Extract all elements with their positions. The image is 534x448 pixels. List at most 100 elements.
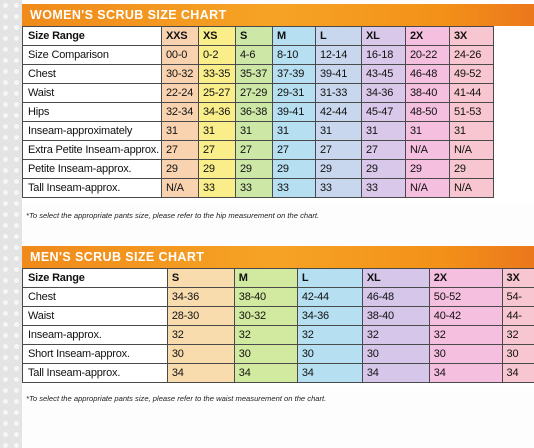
- womens-measure-cell: N/A: [405, 178, 450, 198]
- womens-size-header-cell: XL: [361, 26, 406, 46]
- mens-measure-cell: 32: [166, 325, 235, 345]
- womens-measure-cell: 31: [315, 121, 362, 141]
- womens-measure-cell: 43-45: [361, 64, 406, 84]
- mens-size-header-cell: XL: [361, 268, 430, 288]
- womens-row: Size Comparison 00-0 0-2 4-6 8-10 12-14 16-18 2…: [22, 45, 494, 65]
- womens-measure-cell: 24-26: [449, 45, 494, 65]
- mens-measure-cell: 34: [233, 363, 298, 383]
- womens-measure-cell: 35-37: [235, 64, 273, 84]
- womens-measure-cell: 51-53: [449, 102, 494, 122]
- womens-measure-cell: 29: [198, 159, 236, 179]
- womens-measure-cell: 29: [272, 159, 316, 179]
- womens-measure-cell: 37-39: [272, 64, 316, 84]
- mens-measure-cell: 34: [361, 363, 430, 383]
- womens-measure-cell: 33-35: [198, 64, 236, 84]
- womens-measure-cell: N/A: [405, 140, 450, 160]
- womens-measure-cell: 31: [449, 121, 494, 141]
- mens-measure-cell: 32: [501, 325, 534, 345]
- womens-measure-cell: 4-6: [235, 45, 273, 65]
- mens-measure-cell: 32: [428, 325, 503, 345]
- womens-row-label: Tall Inseam-approx.: [22, 178, 162, 198]
- womens-measure-cell: 34-36: [198, 102, 236, 122]
- mens-size-header-cell: M: [233, 268, 298, 288]
- womens-measure-cell: 31: [161, 121, 199, 141]
- womens-measure-cell: 31: [235, 121, 273, 141]
- womens-measure-cell: 45-47: [361, 102, 406, 122]
- mens-row: Chest 34-36 38-40 42-44 46-48 50-52 54-: [22, 287, 534, 307]
- mens-row-label: Short Inseam-approx.: [22, 344, 168, 364]
- womens-measure-cell: 27: [235, 140, 273, 160]
- womens-measure-cell: 29: [161, 159, 199, 179]
- womens-measure-cell: N/A: [161, 178, 199, 198]
- womens-measure-cell: 41-44: [449, 83, 494, 103]
- womens-size-header-cell: L: [315, 26, 362, 46]
- womens-measure-cell: 33: [198, 178, 236, 198]
- mens-measure-cell: 34-36: [166, 287, 235, 307]
- mens-measure-cell: 30-32: [233, 306, 298, 326]
- mens-measure-cell: 38-40: [233, 287, 298, 307]
- dotted-border-strip: [0, 0, 22, 448]
- womens-measure-cell: 49-52: [449, 64, 494, 84]
- womens-row-label: Waist: [22, 83, 162, 103]
- womens-measure-cell: 27: [315, 140, 362, 160]
- womens-measure-cell: 48-50: [405, 102, 450, 122]
- womens-measure-cell: 33: [361, 178, 406, 198]
- mens-measure-cell: 30: [166, 344, 235, 364]
- womens-row: Size Range XXS XS S M L XL 2X 3X: [22, 26, 494, 46]
- womens-measure-cell: N/A: [449, 140, 494, 160]
- womens-size-chart: WOMEN'S SCRUB SIZE CHART Size Range XXS XS…: [22, 4, 534, 204]
- womens-row: Tall Inseam-approx. N/A 33 33 33 33 33 N/A N/A: [22, 178, 494, 198]
- womens-chart-title: WOMEN'S SCRUB SIZE CHART: [22, 4, 534, 26]
- womens-row-label: Size Comparison: [22, 45, 162, 65]
- womens-measure-cell: 12-14: [315, 45, 362, 65]
- womens-measure-cell: 31: [405, 121, 450, 141]
- womens-row: Petite Inseam-approx. 29 29 29 29 29 29 29 29: [22, 159, 494, 179]
- womens-measure-cell: 31: [198, 121, 236, 141]
- mens-size-chart: MEN'S SCRUB SIZE CHART Size Range S M L XL 2X…: [22, 246, 534, 386]
- womens-measure-cell: 31-33: [315, 83, 362, 103]
- womens-measure-cell: 36-38: [235, 102, 273, 122]
- womens-measure-cell: 33: [272, 178, 316, 198]
- womens-row: Waist 22-24 25-27 27-29 29-31 31-33 34-36 38-40…: [22, 83, 494, 103]
- mens-row: Inseam-approx. 32 32 32 32 32 32: [22, 325, 534, 345]
- womens-size-header-cell: 2X: [405, 26, 450, 46]
- mens-measure-cell: 40-42: [428, 306, 503, 326]
- womens-measure-cell: 39-41: [315, 64, 362, 84]
- womens-measure-cell: 33: [315, 178, 362, 198]
- mens-measure-cell: 30: [361, 344, 430, 364]
- womens-row-label: Chest: [22, 64, 162, 84]
- mens-measure-cell: 38-40: [361, 306, 430, 326]
- womens-row-label: Extra Petite Inseam-approx.: [22, 140, 162, 160]
- mens-row: Waist 28-30 30-32 34-36 38-40 40-42 44-: [22, 306, 534, 326]
- womens-measure-cell: 29: [361, 159, 406, 179]
- womens-size-header-cell: 3X: [449, 26, 494, 46]
- womens-measure-cell: 22-24: [161, 83, 199, 103]
- womens-measure-cell: N/A: [449, 178, 494, 198]
- womens-size-header-cell: XXS: [161, 26, 199, 46]
- mens-row: Short Inseam-approx. 30 30 30 30 30 30: [22, 344, 534, 364]
- mens-size-header-cell: S: [166, 268, 235, 288]
- mens-measure-cell: 30: [501, 344, 534, 364]
- womens-measure-cell: 29: [235, 159, 273, 179]
- mens-size-table: Size Range S M L XL 2X 3X Chest 34-36 38-40 42-44 4…: [22, 268, 534, 383]
- womens-measure-cell: 29: [449, 159, 494, 179]
- womens-measure-cell: 27: [361, 140, 406, 160]
- mens-size-header-cell: 3X: [501, 268, 534, 288]
- womens-measure-cell: 33: [235, 178, 273, 198]
- womens-measure-cell: 46-48: [405, 64, 450, 84]
- mens-row-label: Size Range: [22, 268, 168, 288]
- womens-measure-cell: 38-40: [405, 83, 450, 103]
- womens-measure-cell: 29: [405, 159, 450, 179]
- womens-measure-cell: 32-34: [161, 102, 199, 122]
- womens-row: Extra Petite Inseam-approx. 27 27 27 27 27 27 N…: [22, 140, 494, 160]
- mens-row-label: Inseam-approx.: [22, 325, 168, 345]
- mens-row: Size Range S M L XL 2X 3X: [22, 268, 534, 288]
- womens-measure-cell: 31: [272, 121, 316, 141]
- mens-size-header-cell: 2X: [428, 268, 503, 288]
- mens-measure-cell: 32: [233, 325, 298, 345]
- mens-measure-cell: 30: [296, 344, 363, 364]
- womens-measure-cell: 16-18: [361, 45, 406, 65]
- womens-measure-cell: 27: [198, 140, 236, 160]
- womens-row-label: Hips: [22, 102, 162, 122]
